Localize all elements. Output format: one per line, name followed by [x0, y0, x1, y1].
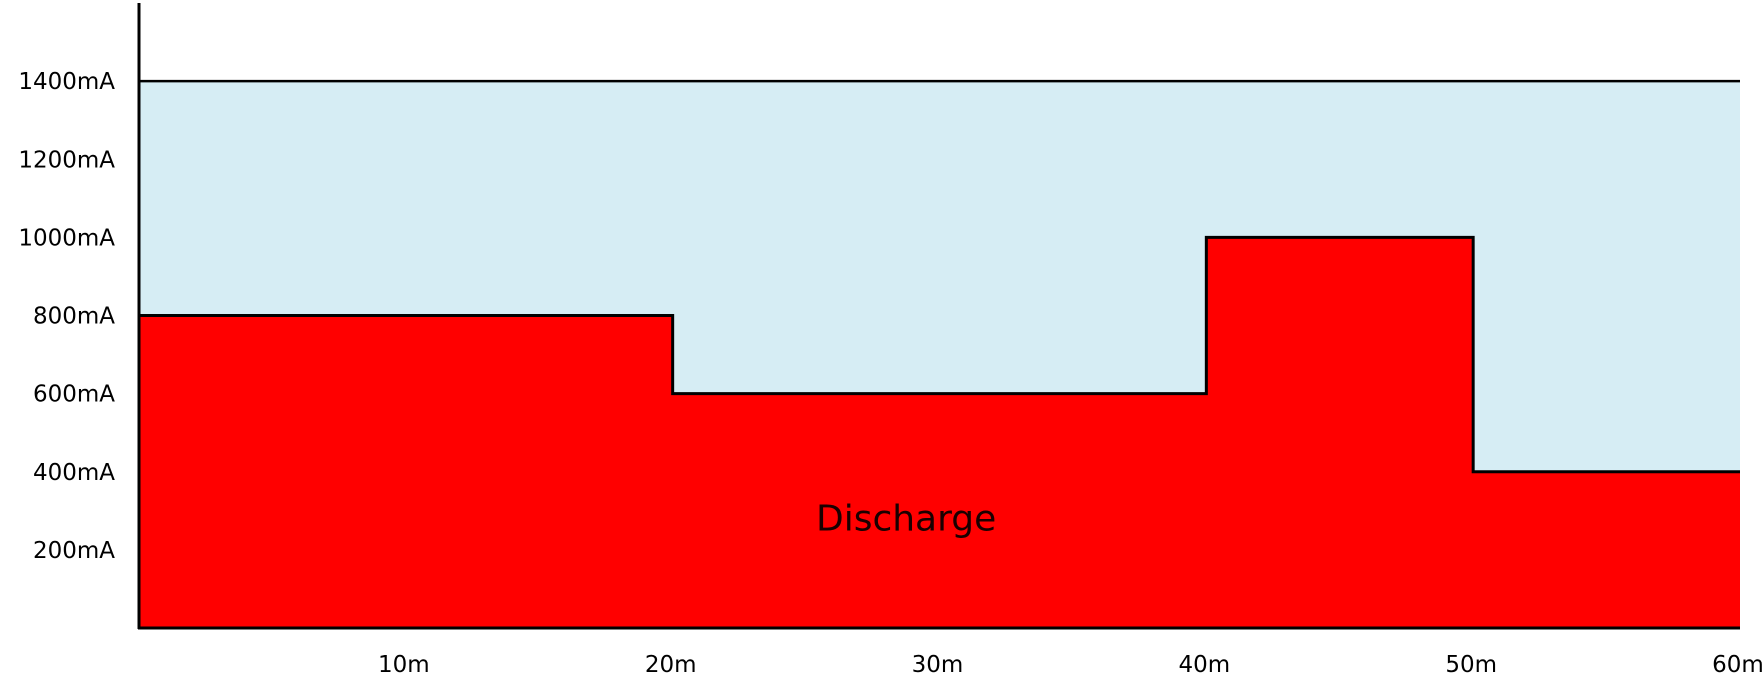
y-tick-label: 1200mA — [18, 147, 115, 173]
x-tick-label: 60m — [1712, 652, 1762, 675]
y-tick-label: 1000mA — [18, 225, 115, 251]
discharge-area — [139, 237, 1740, 628]
x-tick-label: 50m — [1445, 652, 1497, 675]
discharge-label: Discharge — [816, 499, 996, 540]
annotations: Discharge — [816, 499, 996, 540]
x-tick-labels: 10m 20m 30m 40m 50m 60m — [378, 652, 1762, 675]
y-tick-label: 400mA — [33, 460, 115, 486]
x-tick-label: 10m — [378, 652, 430, 675]
x-tick-label: 30m — [912, 652, 964, 675]
y-tick-label: 200mA — [33, 538, 115, 564]
plot-area — [137, 3, 1740, 630]
x-tick-label: 20m — [645, 652, 697, 675]
y-tick-label: 1400mA — [18, 69, 115, 95]
discharge-outline — [139, 235, 1740, 474]
y-tick-label: 600mA — [33, 382, 115, 408]
y-tick-labels: 200mA 400mA 600mA 800mA 1000mA 1200mA 1400mA — [18, 69, 115, 564]
x-tick-label: 40m — [1178, 652, 1230, 675]
y-tick-label: 800mA — [33, 304, 115, 330]
